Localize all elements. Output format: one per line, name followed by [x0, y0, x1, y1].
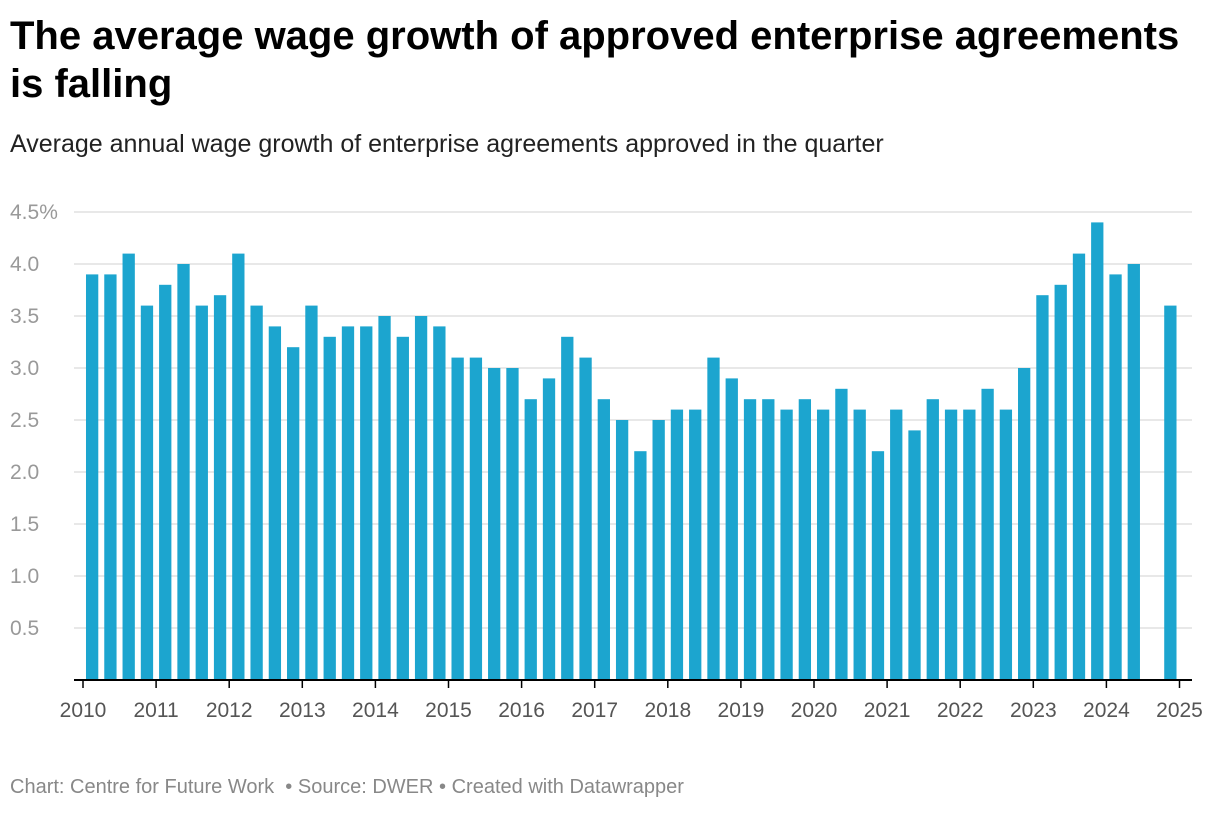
- y-tick-label: 1.0: [10, 565, 39, 588]
- bar: [1018, 368, 1031, 680]
- bar: [1127, 264, 1140, 680]
- x-tick-label: 2020: [791, 699, 838, 722]
- bar: [853, 409, 866, 680]
- x-tick-label: 2019: [718, 699, 765, 722]
- bar: [488, 368, 501, 680]
- x-tick-label: 2025: [1156, 699, 1203, 722]
- bar: [798, 399, 812, 680]
- bar: [469, 357, 483, 680]
- bar: [396, 336, 409, 680]
- bar: [963, 409, 976, 680]
- footer-separator-2: •: [439, 776, 447, 798]
- x-tick-label: 2014: [352, 699, 399, 722]
- bar: [999, 409, 1013, 680]
- bar: [1072, 253, 1086, 680]
- bar: [652, 420, 665, 680]
- bar: [159, 284, 172, 680]
- bar: [1054, 284, 1067, 680]
- bar: [85, 274, 99, 680]
- bar: [561, 336, 574, 680]
- x-tick-label: 2024: [1083, 699, 1130, 722]
- bar: [707, 357, 720, 680]
- bar: [122, 253, 135, 680]
- x-tick-label: 2022: [937, 699, 984, 722]
- y-tick-label: 2.0: [10, 461, 39, 484]
- bar: [1164, 305, 1177, 680]
- bar: [579, 357, 592, 680]
- bar: [743, 399, 757, 680]
- bar: [195, 305, 208, 680]
- bar: [944, 409, 958, 680]
- bar: [506, 368, 519, 680]
- y-axis-labels: 0.5 1.0 1.5 2.0 2.5 3.0 3.5 4.0 4.5%: [10, 201, 58, 640]
- bar: [177, 264, 190, 680]
- y-tick-label: 4.5%: [10, 201, 58, 224]
- x-axis-labels: 2010 2011 2012 2013 2014 2015 2016 2017 2018 2019…: [60, 699, 1203, 722]
- bar: [762, 399, 775, 680]
- chart-title: The average wage growth of approved ente…: [10, 14, 1180, 106]
- footer: Chart: Centre for Future Work • Source: …: [10, 776, 684, 799]
- bar-chart: 0.51.01.52.02.53.03.54.04.5% 2010 2011 201…: [10, 201, 1203, 722]
- bar: [597, 399, 610, 680]
- bar: [104, 274, 117, 680]
- bar: [213, 295, 227, 680]
- bar: [360, 326, 373, 680]
- x-tick-label: 2010: [60, 699, 107, 722]
- bar: [689, 409, 702, 680]
- x-tick-label: 2013: [279, 699, 326, 722]
- bar: [615, 420, 629, 680]
- bar: [323, 336, 336, 680]
- bar: [981, 388, 994, 680]
- bar: [1036, 295, 1049, 680]
- bar: [926, 399, 939, 680]
- y-tick-label: 3.5: [10, 305, 39, 328]
- y-tick-label: 3.0: [10, 357, 39, 380]
- x-tick-label: 2015: [425, 699, 472, 722]
- bar: [287, 347, 300, 680]
- y-tick-label: 2.5: [10, 409, 39, 432]
- y-tick-label: 1.5: [10, 513, 39, 536]
- footer-separator-1: •: [285, 776, 293, 798]
- bar: [524, 399, 537, 680]
- x-tick-label: 2023: [1010, 699, 1057, 722]
- bar: [140, 305, 154, 680]
- bar: [890, 409, 903, 680]
- bar: [670, 409, 684, 680]
- bar: [871, 451, 885, 680]
- bars: [85, 222, 1177, 680]
- bar: [250, 305, 263, 680]
- bar: [305, 305, 318, 680]
- bar: [341, 326, 355, 680]
- y-tick-label: 0.5: [10, 617, 39, 640]
- bar: [542, 378, 556, 680]
- bar: [433, 326, 446, 680]
- bar: [780, 409, 793, 680]
- x-axis: [74, 679, 1192, 688]
- x-tick-label: 2021: [864, 699, 911, 722]
- created-with-link[interactable]: Created with Datawrapper: [451, 776, 684, 798]
- chart-credit: Chart: Centre for Future Work: [10, 776, 275, 798]
- bar: [816, 409, 830, 680]
- x-tick-label: 2018: [644, 699, 691, 722]
- bar: [1091, 222, 1104, 680]
- x-tick-label: 2016: [498, 699, 545, 722]
- bar: [835, 388, 848, 680]
- bar: [232, 253, 245, 680]
- bar: [414, 316, 428, 680]
- y-tick-label: 4.0: [10, 253, 39, 276]
- bar: [378, 316, 391, 680]
- x-tick-label: 2011: [134, 699, 179, 722]
- bar: [451, 357, 464, 680]
- x-tick-label: 2012: [206, 699, 253, 722]
- bar: [268, 326, 282, 680]
- bar: [1109, 274, 1122, 680]
- bar: [725, 378, 738, 680]
- x-tick-label: 2017: [571, 699, 618, 722]
- bar: [908, 430, 921, 680]
- bar: [634, 451, 647, 680]
- chart-subtitle: Average annual wage growth of enterprise…: [10, 130, 884, 158]
- source-link[interactable]: Source: DWER: [297, 776, 434, 798]
